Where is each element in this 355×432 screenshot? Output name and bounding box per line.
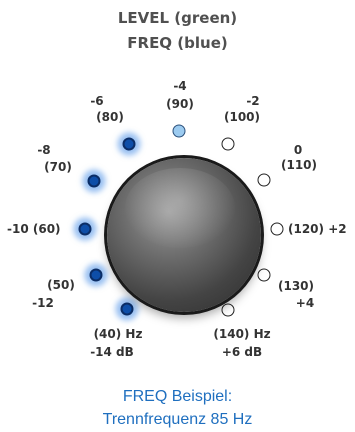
level-title: LEVEL (green) [117, 9, 238, 27]
label-level-0: 0 [293, 143, 303, 157]
label-freq-120-level-plus2: (120) +2 [288, 222, 347, 236]
label-level-minus6: -6 [90, 94, 104, 108]
caption-crossover-frequency: Trennfrequenz 85 Hz [102, 411, 253, 428]
label-freq-40-hz: (40) Hz [93, 327, 143, 341]
caption-example-title: FREQ Beispiel: [122, 388, 233, 405]
knob-highlight [125, 168, 235, 248]
led-indicator-minus10 [78, 222, 92, 236]
led-indicator-0 [257, 173, 271, 187]
label-freq-90: (90) [166, 97, 194, 111]
label-freq-130: (130) [277, 279, 315, 293]
led-indicator-plus2 [270, 222, 284, 236]
label-freq-70: (70) [44, 160, 72, 174]
rotary-knob[interactable] [107, 158, 261, 312]
led-indicator-minus14 [120, 302, 134, 316]
led-indicator-plus4 [257, 268, 271, 282]
led-indicator-minus6 [122, 137, 136, 151]
label-freq-140-hz: (140) Hz [213, 327, 271, 341]
label-level-minus12: -12 [32, 296, 54, 310]
label-freq-100: (100) [223, 110, 261, 124]
label-level-minus8: -8 [37, 143, 51, 157]
label-level-plus6-db: +6 dB [221, 345, 263, 359]
label-level-minus4: -4 [173, 79, 187, 93]
label-level-minus10-freq-60: -10 (60) [7, 222, 61, 236]
led-indicator-minus8 [87, 174, 101, 188]
label-freq-80: (80) [96, 110, 124, 124]
label-freq-110: (110) [280, 158, 318, 172]
label-freq-50: (50) [47, 278, 75, 292]
led-indicator-minus2 [221, 137, 235, 151]
label-level-plus4: +4 [295, 296, 315, 310]
freq-title: FREQ (blue) [127, 34, 228, 52]
led-indicator-minus4 [172, 124, 186, 138]
label-level-minus14-db: -14 dB [90, 345, 134, 359]
led-indicator-minus12 [89, 268, 103, 282]
led-indicator-plus6 [221, 303, 235, 317]
label-level-minus2: -2 [246, 94, 260, 108]
